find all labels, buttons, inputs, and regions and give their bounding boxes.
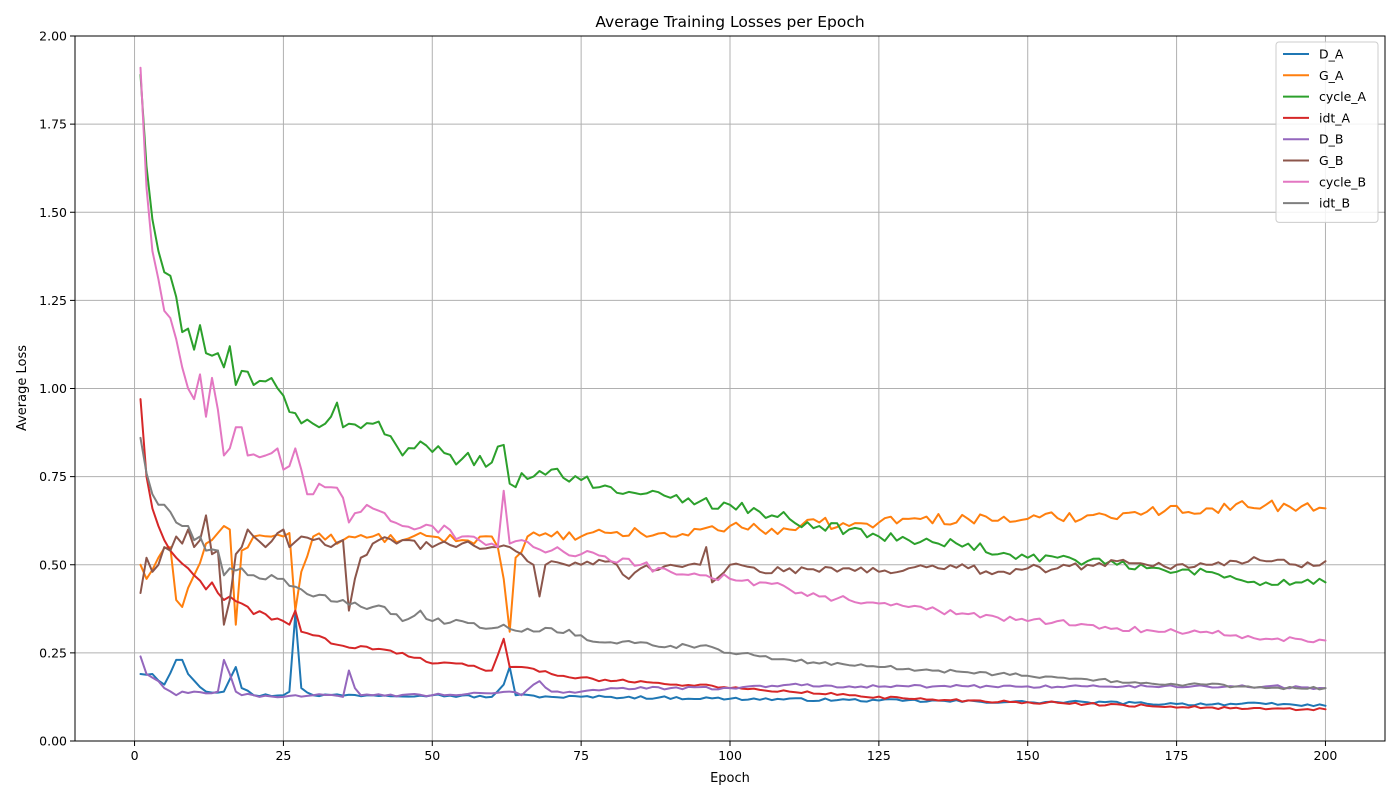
- x-tick-label: 50: [424, 748, 440, 763]
- y-tick-label: 1.75: [39, 117, 67, 132]
- legend-label: cycle_B: [1319, 174, 1366, 189]
- x-tick-label: 100: [718, 748, 742, 763]
- x-tick-label: 200: [1314, 748, 1338, 763]
- y-tick-label: 2.00: [39, 29, 67, 44]
- legend-label: D_B: [1319, 132, 1343, 147]
- series-line-d-a: [139, 613, 1327, 708]
- y-axis-label: Average Loss: [15, 345, 30, 431]
- y-tick-label: 0.50: [39, 557, 67, 572]
- series-line-cycle-b: [139, 66, 1327, 644]
- x-tick-label: 25: [275, 748, 291, 763]
- series-line-idt-b: [139, 436, 1327, 691]
- legend-box: [1275, 41, 1379, 223]
- legend-label: cycle_A: [1319, 89, 1367, 104]
- x-axis-ticks: 0 25 50 75 100 125 150 175 200: [131, 741, 1338, 763]
- x-tick-label: 150: [1016, 748, 1040, 763]
- y-tick-label: 0.75: [39, 469, 67, 484]
- y-tick-label: 1.00: [39, 381, 67, 396]
- legend-label: idt_B: [1319, 196, 1350, 211]
- y-tick-label: 0.25: [39, 645, 67, 660]
- legend-label: G_B: [1319, 153, 1344, 168]
- y-tick-label: 0.00: [39, 734, 67, 749]
- series-line-d-b: [139, 655, 1327, 699]
- x-tick-label: 125: [867, 748, 891, 763]
- legend: D_A G_A cycle_A idt_A D_B G_B cycle_B idt_B: [1275, 41, 1379, 223]
- chart-title: Average Training Losses per Epoch: [595, 13, 864, 31]
- y-tick-label: 1.50: [39, 205, 67, 220]
- x-tick-label: 0: [131, 748, 139, 763]
- legend-label: D_A: [1319, 47, 1344, 62]
- y-axis-ticks: 0.00 0.25 0.50 0.75 1.00 1.25 1.50 1.75 2.00: [39, 29, 75, 749]
- legend-label: G_A: [1319, 68, 1344, 83]
- series-line-g-b: [139, 514, 1327, 626]
- legend-label: idt_A: [1319, 110, 1351, 125]
- series-lines: [139, 66, 1327, 712]
- series-line-cycle-a: [139, 73, 1327, 587]
- x-tick-label: 175: [1165, 748, 1189, 763]
- y-tick-label: 1.25: [39, 293, 67, 308]
- x-axis-label: Epoch: [710, 771, 750, 786]
- x-tick-label: 75: [573, 748, 589, 763]
